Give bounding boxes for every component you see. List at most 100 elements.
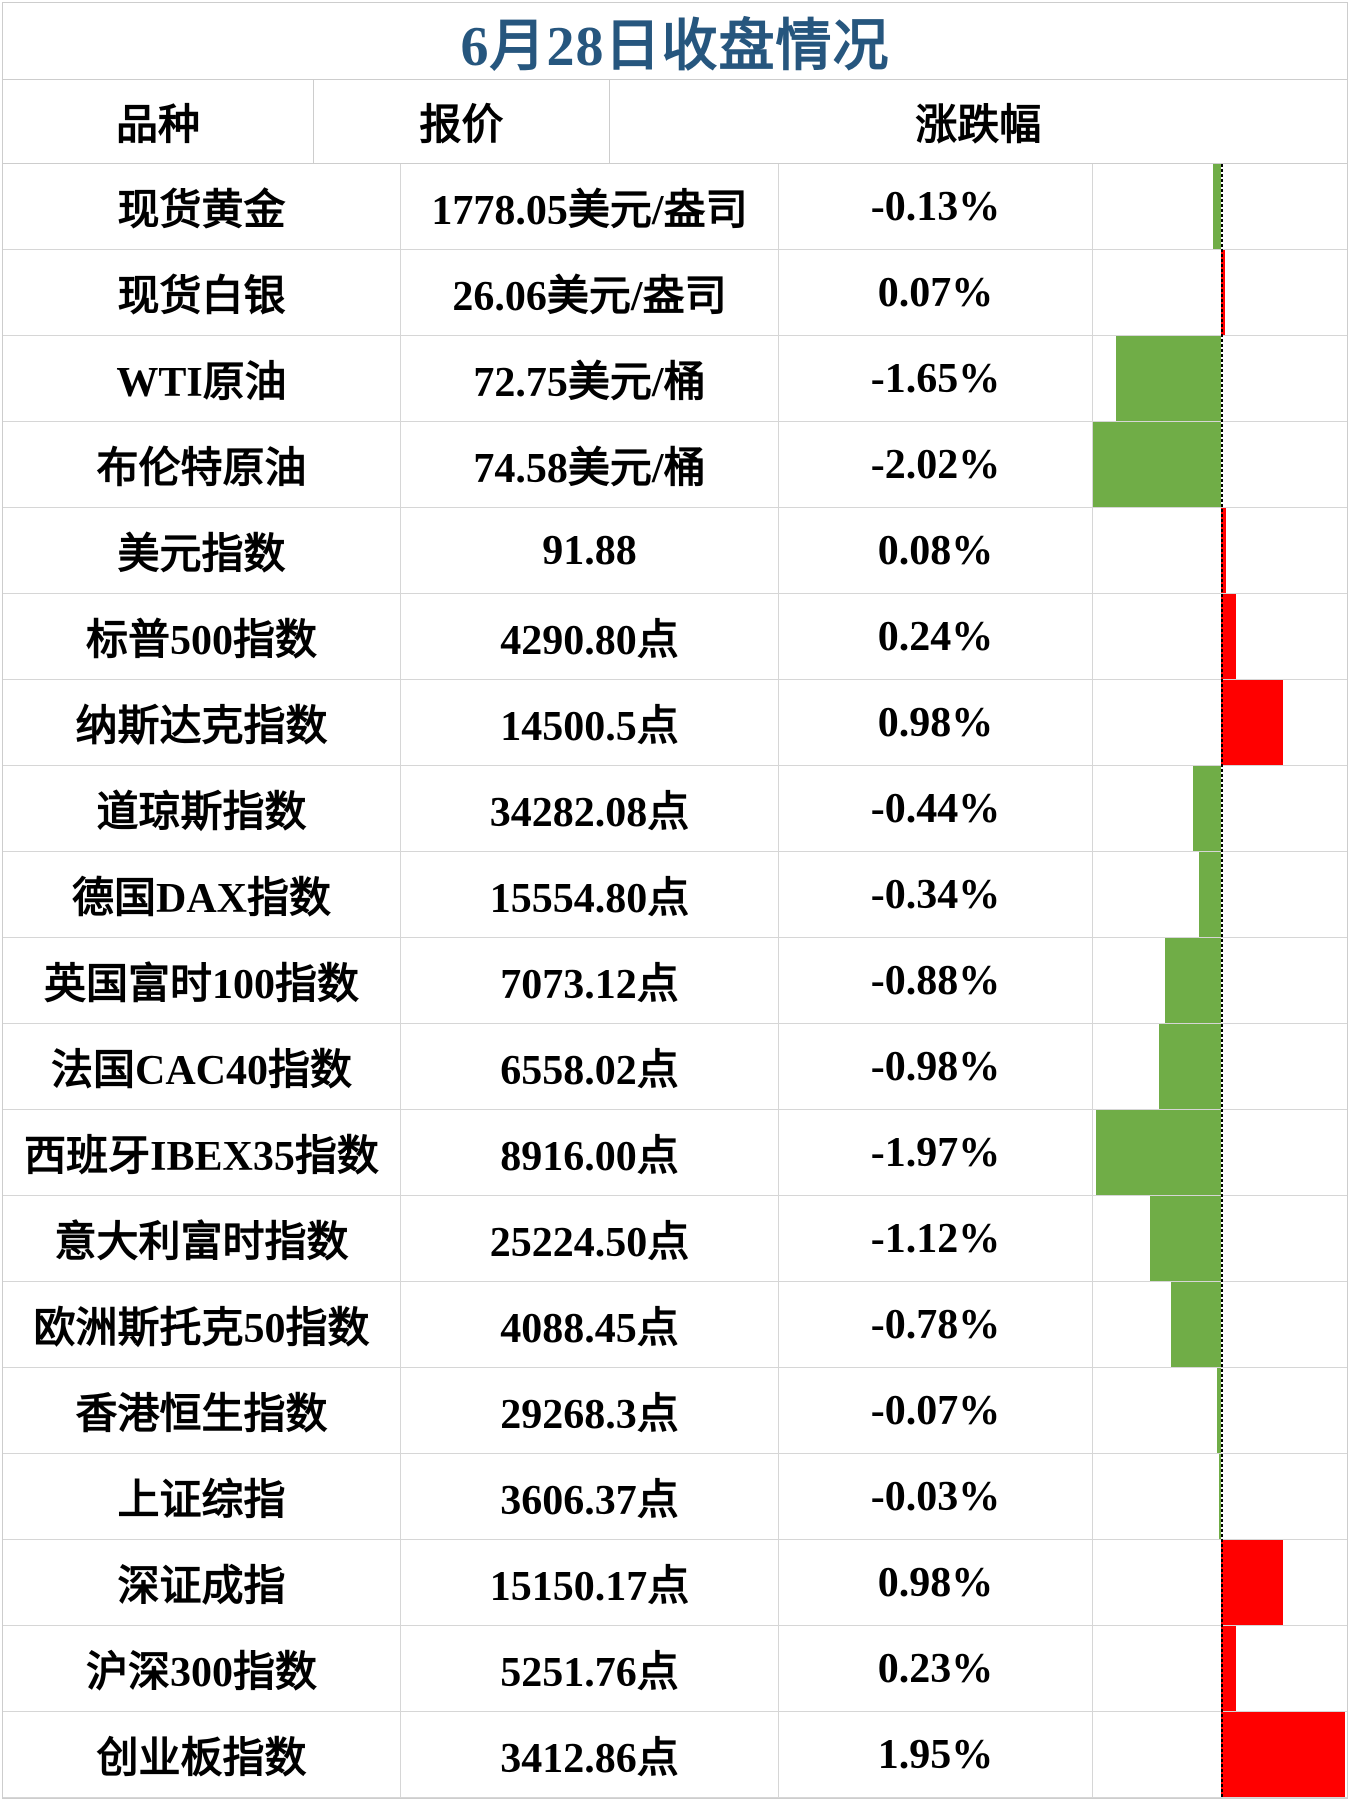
quote-value: 8916.00点 bbox=[401, 1110, 779, 1195]
table-body: 现货黄金 1778.05美元/盎司 -0.13% 现货白银 26.06美元/盎司… bbox=[3, 164, 1347, 1798]
change-percent: -0.44% bbox=[779, 766, 1093, 851]
table-row: 意大利富时指数 25224.50点 -1.12% bbox=[3, 1196, 1347, 1282]
change-percent: 0.23% bbox=[779, 1626, 1093, 1711]
table-row: 上证综指 3606.37点 -0.03% bbox=[3, 1454, 1347, 1540]
quote-value: 3606.37点 bbox=[401, 1454, 779, 1539]
bar-cell bbox=[1093, 594, 1347, 679]
table-row: 道琼斯指数 34282.08点 -0.44% bbox=[3, 766, 1347, 852]
quote-value: 3412.86点 bbox=[401, 1712, 779, 1797]
change-bar bbox=[1158, 1024, 1221, 1109]
table-row: 法国CAC40指数 6558.02点 -0.98% bbox=[3, 1024, 1347, 1110]
change-percent: -1.97% bbox=[779, 1110, 1093, 1195]
change-bar bbox=[1221, 508, 1227, 593]
table-row: 沪深300指数 5251.76点 0.23% bbox=[3, 1626, 1347, 1712]
instrument-name: 上证综指 bbox=[3, 1454, 401, 1539]
change-percent: 1.95% bbox=[779, 1712, 1093, 1797]
change-bar bbox=[1165, 938, 1221, 1023]
quote-value: 4088.45点 bbox=[401, 1282, 779, 1367]
change-bar bbox=[1171, 1282, 1221, 1367]
bar-cell bbox=[1092, 422, 1347, 507]
table-row: 现货黄金 1778.05美元/盎司 -0.13% bbox=[3, 164, 1347, 250]
instrument-name: 英国富时100指数 bbox=[3, 938, 401, 1023]
instrument-name: 西班牙IBEX35指数 bbox=[3, 1110, 401, 1195]
header-row: 品种 报价 涨跌幅 bbox=[3, 80, 1347, 164]
table-row: 现货白银 26.06美元/盎司 0.07% bbox=[3, 250, 1347, 336]
instrument-name: 美元指数 bbox=[3, 508, 401, 593]
bar-cell bbox=[1093, 1368, 1347, 1453]
table-row: 创业板指数 3412.86点 1.95% bbox=[3, 1712, 1347, 1798]
change-bar bbox=[1149, 1196, 1221, 1281]
instrument-name: 现货白银 bbox=[3, 250, 401, 335]
instrument-name: 法国CAC40指数 bbox=[3, 1024, 401, 1109]
title-row: 6月28日收盘情况 bbox=[3, 3, 1347, 80]
quote-value: 25224.50点 bbox=[401, 1196, 779, 1281]
table-row: 美元指数 91.88 0.08% bbox=[3, 508, 1347, 594]
change-percent: 0.24% bbox=[779, 594, 1093, 679]
instrument-name: 意大利富时指数 bbox=[3, 1196, 401, 1281]
change-percent: -0.34% bbox=[779, 852, 1093, 937]
change-percent: -1.12% bbox=[779, 1196, 1093, 1281]
instrument-name: 香港恒生指数 bbox=[3, 1368, 401, 1453]
change-percent: -0.88% bbox=[779, 938, 1093, 1023]
table-row: 欧洲斯托克50指数 4088.45点 -0.78% bbox=[3, 1282, 1347, 1368]
change-bar bbox=[1095, 1110, 1221, 1195]
instrument-name: 沪深300指数 bbox=[3, 1626, 401, 1711]
change-percent: -1.65% bbox=[779, 336, 1093, 421]
instrument-name: 现货黄金 bbox=[3, 164, 401, 249]
table-row: 纳斯达克指数 14500.5点 0.98% bbox=[3, 680, 1347, 766]
instrument-name: 布伦特原油 bbox=[3, 422, 401, 507]
table-row: 西班牙IBEX35指数 8916.00点 -1.97% bbox=[3, 1110, 1347, 1196]
bar-cell bbox=[1093, 1282, 1347, 1367]
instrument-name: 欧洲斯托克50指数 bbox=[3, 1282, 401, 1367]
change-bar bbox=[1221, 594, 1237, 679]
table-row: 深证成指 15150.17点 0.98% bbox=[3, 1540, 1347, 1626]
change-bar bbox=[1199, 852, 1221, 937]
quote-value: 1778.05美元/盎司 bbox=[401, 164, 779, 249]
change-bar bbox=[1221, 250, 1226, 335]
quote-value: 15554.80点 bbox=[401, 852, 779, 937]
bar-cell bbox=[1093, 680, 1347, 765]
column-header-quote: 报价 bbox=[314, 80, 610, 163]
bar-cell bbox=[1093, 1454, 1347, 1539]
bar-cell bbox=[1093, 938, 1347, 1023]
change-bar bbox=[1216, 1368, 1221, 1453]
column-header-instrument: 品种 bbox=[3, 80, 315, 163]
change-bar bbox=[1116, 336, 1221, 421]
page-title: 6月28日收盘情况 bbox=[460, 15, 890, 78]
change-percent: 0.98% bbox=[779, 1540, 1093, 1625]
change-percent: 0.98% bbox=[779, 680, 1093, 765]
change-bar bbox=[1221, 1626, 1236, 1711]
instrument-name: 德国DAX指数 bbox=[3, 852, 401, 937]
bar-cell bbox=[1093, 1712, 1347, 1797]
change-percent: -0.07% bbox=[779, 1368, 1093, 1453]
quote-value: 14500.5点 bbox=[401, 680, 779, 765]
change-percent: -2.02% bbox=[779, 422, 1093, 507]
instrument-name: WTI原油 bbox=[3, 336, 401, 421]
bar-cell bbox=[1093, 1024, 1347, 1109]
quote-value: 4290.80点 bbox=[401, 594, 779, 679]
bar-cell bbox=[1093, 164, 1347, 249]
bar-cell bbox=[1093, 1196, 1347, 1281]
change-bar bbox=[1219, 1454, 1221, 1539]
table-row: 英国富时100指数 7073.12点 -0.88% bbox=[3, 938, 1347, 1024]
bar-cell bbox=[1093, 766, 1347, 851]
change-percent: -0.98% bbox=[779, 1024, 1093, 1109]
quote-value: 6558.02点 bbox=[401, 1024, 779, 1109]
table-row: 标普500指数 4290.80点 0.24% bbox=[3, 594, 1347, 680]
quote-value: 91.88 bbox=[401, 508, 779, 593]
quote-value: 7073.12点 bbox=[401, 938, 779, 1023]
instrument-name: 标普500指数 bbox=[3, 594, 401, 679]
bar-cell bbox=[1093, 1540, 1347, 1625]
change-bar bbox=[1092, 422, 1221, 507]
quote-value: 5251.76点 bbox=[401, 1626, 779, 1711]
change-bar bbox=[1221, 1540, 1284, 1625]
bar-cell bbox=[1093, 1626, 1347, 1711]
instrument-name: 道琼斯指数 bbox=[3, 766, 401, 851]
table-row: WTI原油 72.75美元/桶 -1.65% bbox=[3, 336, 1347, 422]
table-row: 布伦特原油 74.58美元/桶 -2.02% bbox=[3, 422, 1347, 508]
quote-value: 34282.08点 bbox=[401, 766, 779, 851]
change-percent: 0.08% bbox=[779, 508, 1093, 593]
change-bar bbox=[1193, 766, 1221, 851]
quote-value: 29268.3点 bbox=[401, 1368, 779, 1453]
